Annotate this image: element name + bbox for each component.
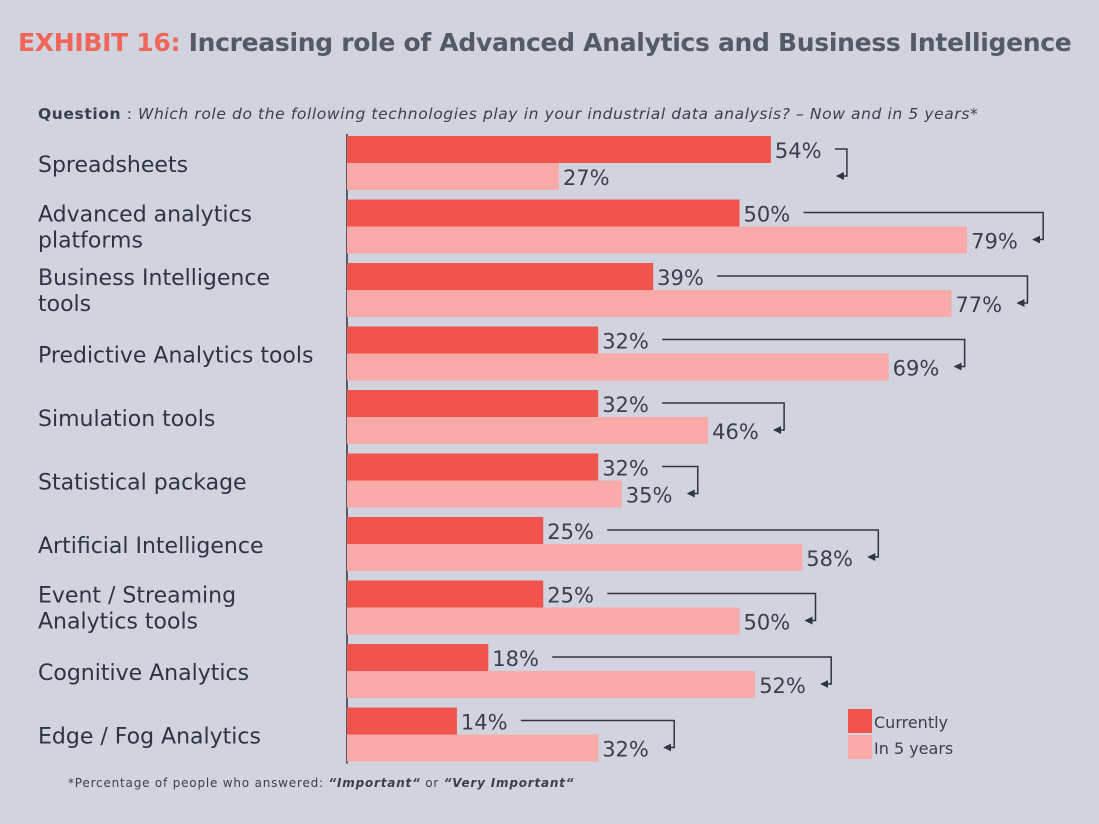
bar-currently <box>347 517 544 544</box>
bar-currently <box>347 136 771 163</box>
value-label-in-5-years: 69% <box>893 357 940 381</box>
legend-label-currently: Currently <box>874 713 948 732</box>
change-arrow <box>662 465 699 498</box>
change-arrow <box>662 338 966 371</box>
bar-in-5-years <box>347 480 622 508</box>
value-label-currently: 50% <box>744 203 791 227</box>
change-arrow <box>607 529 880 561</box>
bar-currently <box>347 580 544 608</box>
value-label-currently: 32% <box>602 330 649 354</box>
value-label-in-5-years: 35% <box>626 484 673 508</box>
exhibit-label: EXHIBIT 16: <box>18 28 181 57</box>
bar-in-5-years <box>347 544 803 571</box>
value-label-in-5-years: 27% <box>563 166 610 190</box>
value-label-currently: 32% <box>602 457 649 481</box>
change-arrow <box>520 719 675 752</box>
bar-currently <box>347 263 654 290</box>
bar-currently <box>347 390 599 417</box>
footnote-option-2: “Very Important“ <box>443 776 575 790</box>
value-label-currently: 54% <box>775 139 822 163</box>
value-label-in-5-years: 32% <box>602 738 649 762</box>
value-label-in-5-years: 46% <box>712 420 759 444</box>
legend-swatch-currently <box>848 709 872 733</box>
change-arrow <box>717 275 1029 307</box>
question-text: Question : Which role do the following t… <box>38 105 978 123</box>
value-label-currently: 32% <box>602 393 649 417</box>
category-label: Simulation tools <box>38 407 215 432</box>
value-label-in-5-years: 52% <box>759 674 806 698</box>
category-label: Cognitive Analytics <box>38 661 249 686</box>
change-arrow <box>803 211 1044 244</box>
change-arrow <box>662 402 785 434</box>
category-label: Predictive Analytics tools <box>38 344 313 369</box>
change-arrow <box>552 656 832 688</box>
bar-in-5-years <box>347 353 889 381</box>
title-text: Increasing role of Advanced Analytics an… <box>188 28 1072 57</box>
category-label: Event / Streaming Analytics tools <box>38 584 236 635</box>
footnote-text: *Percentage of people who answered: <box>68 776 324 790</box>
category-label: Advanced analytics platforms <box>38 203 252 254</box>
footnote: *Percentage of people who answered: “Imp… <box>68 776 574 790</box>
value-label-currently: 14% <box>461 711 508 735</box>
value-label-in-5-years: 79% <box>971 230 1018 254</box>
footnote-option-1: “Important“ <box>328 776 421 790</box>
question-separator: : <box>126 105 133 123</box>
bar-currently <box>347 453 599 481</box>
bar-in-5-years <box>347 226 968 254</box>
question-label: Question <box>38 105 122 123</box>
category-label: Edge / Fog Analytics <box>38 725 261 750</box>
value-label-in-5-years: 58% <box>806 547 853 571</box>
bar-in-5-years <box>347 734 599 762</box>
bar-currently <box>347 326 599 354</box>
value-label-currently: 25% <box>547 520 594 544</box>
bar-currently <box>347 644 489 671</box>
bar-in-5-years <box>347 671 756 698</box>
chart-title: EXHIBIT 16: Increasing role of Advanced … <box>18 28 1072 57</box>
legend-label-in-5-years: In 5 years <box>874 739 953 758</box>
bar-in-5-years <box>347 607 740 635</box>
change-arrow <box>834 148 848 180</box>
value-label-in-5-years: 77% <box>955 293 1002 317</box>
category-label: Artificial Intelligence <box>38 534 264 559</box>
category-label: Spreadsheets <box>38 153 188 178</box>
value-label-in-5-years: 50% <box>744 611 791 635</box>
change-arrow <box>607 592 817 625</box>
bar-currently <box>347 199 740 227</box>
value-label-currently: 18% <box>492 647 539 671</box>
category-label: Business Intelligence tools <box>38 266 270 317</box>
bar-in-5-years <box>347 163 559 190</box>
bar-in-5-years <box>347 290 952 317</box>
question-body: Which role do the following technologies… <box>138 105 979 123</box>
legend-swatch-in-5-years <box>848 735 872 759</box>
bar-currently <box>347 707 457 735</box>
footnote-or: or <box>425 776 440 790</box>
value-label-currently: 39% <box>657 266 704 290</box>
category-label: Statistical package <box>38 471 247 496</box>
bar-in-5-years <box>347 417 709 444</box>
value-label-currently: 25% <box>547 584 594 608</box>
